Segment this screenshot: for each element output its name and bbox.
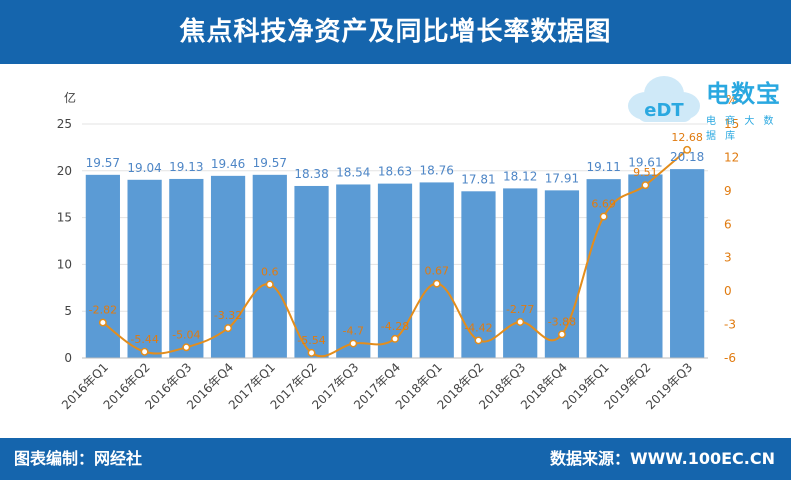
combo-chart: 19.57 19.04 19.13 19.46 19.57 18.38 18.54 18.63…: [57, 90, 740, 412]
bar: [252, 174, 287, 358]
bar: [461, 191, 496, 358]
bar: [127, 179, 162, 358]
bar: [377, 183, 413, 358]
line-point: [182, 343, 191, 352]
bar: [85, 174, 120, 358]
line-point: [224, 324, 233, 333]
line-value-label: -2.77: [506, 303, 534, 316]
left-tick-label: 10: [57, 257, 72, 271]
line-value-label: -2.82: [89, 304, 117, 317]
line-value-label: -5.04: [172, 328, 200, 341]
bar-value-label: 18.63: [378, 165, 412, 179]
line-point: [265, 280, 274, 289]
line-value-label: -4.7: [343, 325, 364, 338]
bar-value-label: 20.18: [670, 150, 704, 164]
bar-value-label: 17.91: [545, 171, 579, 185]
bar-value-label: 19.61: [628, 155, 662, 169]
right-tick-label: 0: [724, 284, 732, 298]
left-tick-label: 20: [57, 164, 72, 178]
line-value-label: -5.44: [130, 333, 158, 346]
logo-brand: 电数宝: [706, 80, 781, 108]
right-tick-label: 12: [724, 150, 739, 164]
right-axis-unit: %: [726, 93, 737, 107]
cloud-logo-icon: eDT: [628, 76, 700, 122]
line-point: [516, 318, 525, 326]
line-value-label: 6.69: [591, 198, 616, 211]
line-point: [391, 334, 399, 343]
bar-value-label: 19.57: [86, 156, 120, 170]
right-tick-label: -3: [724, 318, 736, 332]
bar: [628, 174, 663, 358]
bar: [294, 185, 329, 358]
bar-value-label: 18.54: [336, 165, 370, 179]
bar: [419, 182, 454, 358]
line-point: [641, 181, 650, 190]
line-value-label: 12.68: [671, 131, 703, 144]
footer-source: 数据来源：WWW.100EC.CN: [549, 449, 775, 468]
footer-bar: 图表编制：网经社 数据来源：WWW.100EC.CN: [0, 438, 791, 480]
right-tick-label: 3: [724, 251, 732, 265]
data-labels: 19.57 19.04 19.13 19.46 19.57 18.38 18.54 18.63…: [86, 131, 705, 347]
line-value-label: 0.6: [261, 265, 279, 278]
left-tick-label: 0: [64, 351, 72, 365]
bar-value-label: 19.11: [586, 160, 620, 174]
line-value-label: -4.28: [381, 320, 409, 333]
right-tick-label: -6: [724, 351, 736, 365]
line-point: [599, 212, 608, 221]
line-point: [140, 347, 149, 356]
line-point: [557, 330, 566, 339]
right-tick-label: 15: [724, 117, 739, 131]
header-bar: 焦点科技净资产及同比增长率数据图: [0, 0, 791, 64]
bar-value-label: 18.12: [503, 169, 537, 183]
line-value-label: 0.67: [424, 265, 449, 278]
line-value-label: 9.51: [633, 166, 658, 179]
bar-value-label: 17.81: [461, 172, 495, 186]
bar: [336, 184, 371, 358]
bar: [586, 179, 621, 358]
line-point: [432, 279, 441, 288]
right-tick-label: 6: [724, 217, 732, 231]
line-point: [683, 145, 692, 154]
line-value-label: -4.42: [464, 321, 492, 334]
bar-value-label: 19.13: [169, 160, 203, 174]
logo-subtitle: 电 商 大 数 据 库: [706, 116, 777, 142]
bar: [169, 178, 204, 358]
bar-value-label: 19.57: [253, 156, 287, 170]
bar: [544, 190, 580, 358]
left-tick-label: 15: [57, 211, 72, 225]
right-tick-label: 9: [724, 184, 732, 198]
footer-credit: 图表编制：网经社: [14, 449, 143, 468]
left-tick-label: 25: [57, 117, 72, 131]
bar: [503, 188, 538, 358]
left-tick-label: 5: [64, 304, 72, 318]
line-value-label: -3.88: [548, 315, 576, 328]
bar-value-label: 18.76: [420, 163, 454, 177]
growth-line: [102, 149, 688, 358]
logo-cloud-text: eDT: [644, 100, 684, 121]
bar-value-label: 19.46: [211, 157, 245, 171]
line-value-label: -3.32: [214, 309, 242, 322]
line-point: [349, 339, 358, 348]
left-axis-unit: 亿: [64, 90, 76, 105]
bar-series: [85, 169, 705, 358]
bar-value-label: 19.04: [127, 161, 161, 175]
line-point: [474, 336, 483, 345]
line-point: [307, 348, 316, 357]
bar-value-label: 18.38: [294, 167, 328, 181]
line-value-label: -5.54: [297, 334, 325, 347]
bar: [670, 169, 705, 358]
line-point: [98, 318, 107, 327]
line-series: [98, 145, 692, 358]
page-title: 焦点科技净资产及同比增长率数据图: [179, 17, 612, 47]
logo: eDT 电数宝 电 商 大 数 据 库: [624, 68, 789, 142]
